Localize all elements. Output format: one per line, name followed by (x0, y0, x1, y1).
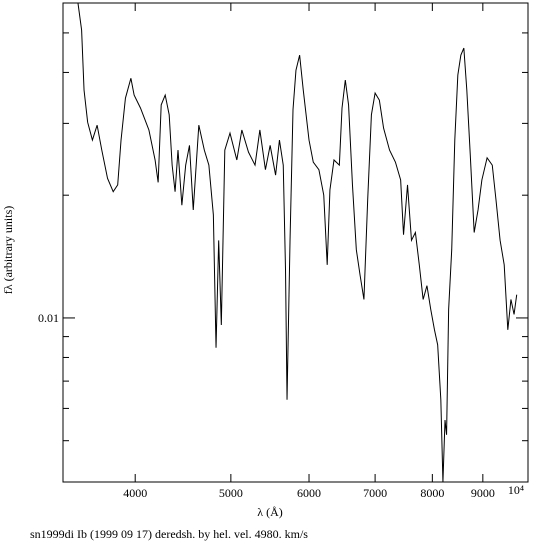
caption: sn1999di Ib (1999 09 17) deredsh. by hel… (30, 527, 308, 541)
x-tick-label: 8000 (420, 486, 444, 500)
x-tick-label: 5000 (219, 486, 243, 500)
plot-frame (62, 2, 529, 483)
x-tick-label: 9000 (471, 486, 495, 500)
x-tick-label: 10⁴ (508, 483, 524, 497)
spectrum-line (77, 2, 518, 483)
y-axis-label: fλ (arbitrary units) (1, 206, 15, 294)
x-tick-label: 6000 (297, 486, 321, 500)
y-tick-label: 0.01 (38, 311, 59, 325)
x-axis-label: λ (Å) (257, 505, 282, 519)
x-tick-label: 4000 (123, 486, 147, 500)
x-tick-label: 7000 (363, 486, 387, 500)
